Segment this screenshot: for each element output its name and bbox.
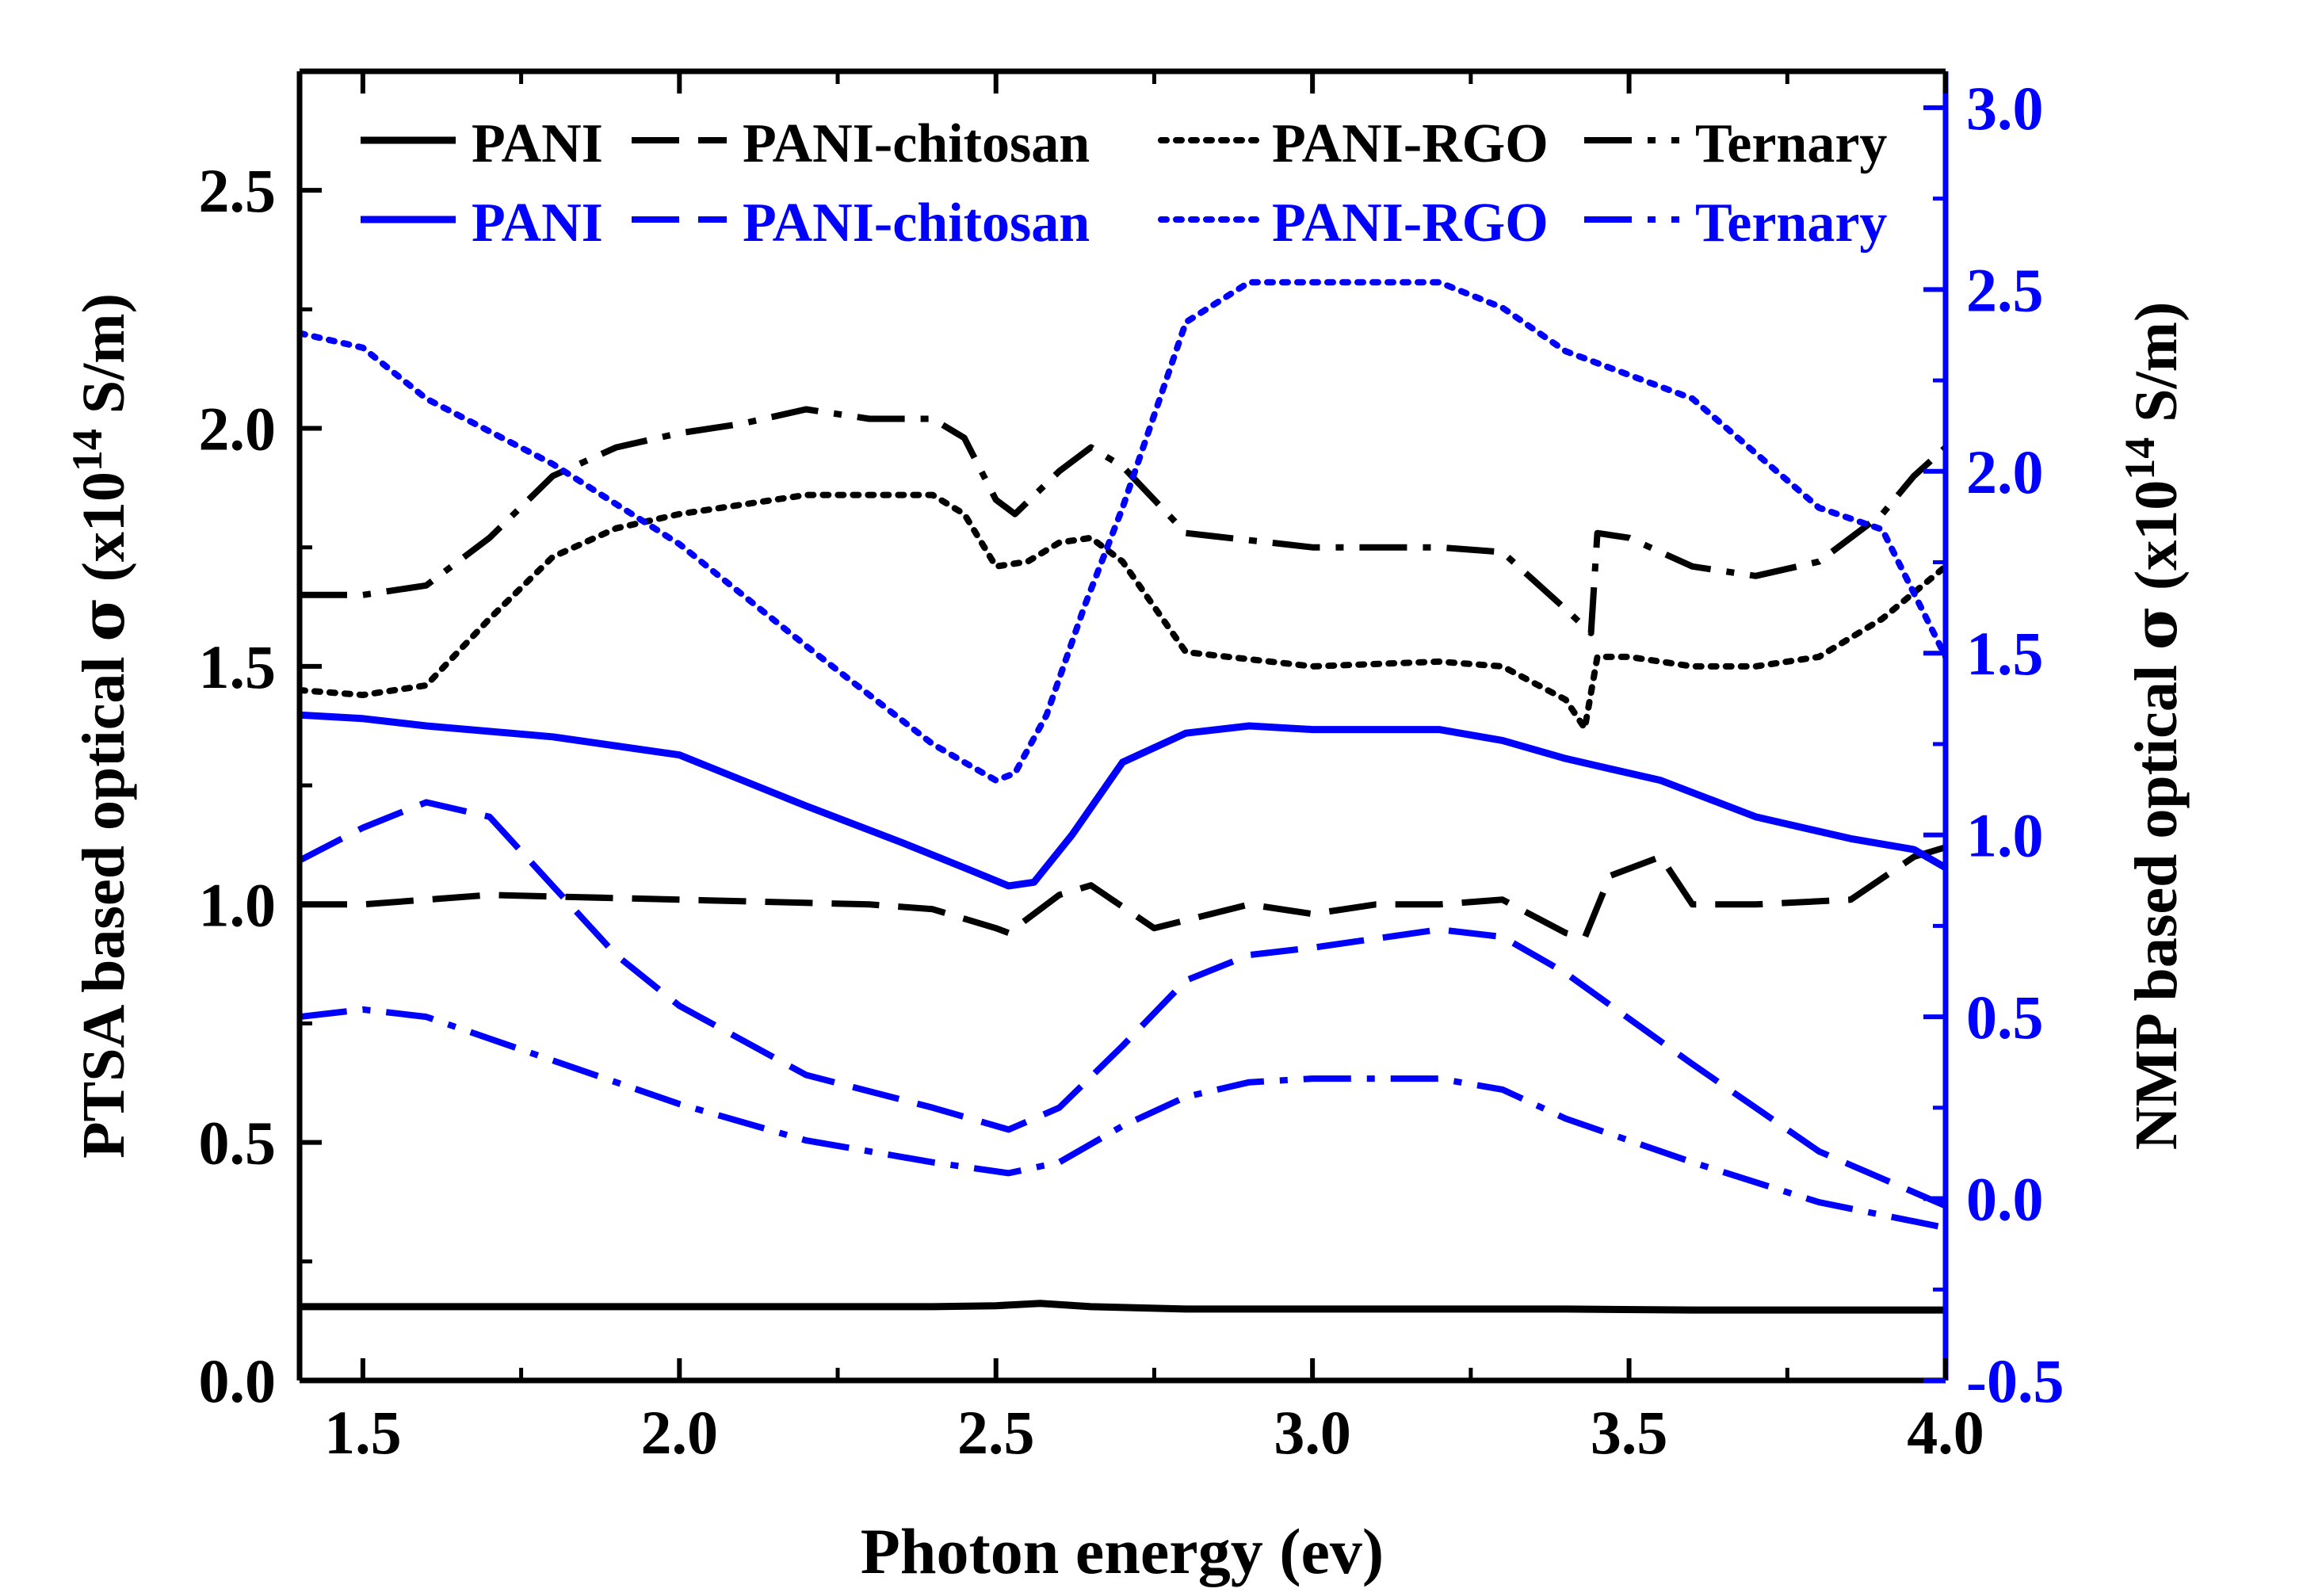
legend-label: PANI-RGO	[1272, 193, 1549, 254]
x-tick-label: 2.5	[957, 1398, 1035, 1467]
y-left-tick-label: 0.5	[199, 1109, 277, 1178]
y-right-tick-label: 0.5	[1966, 983, 2044, 1052]
series-layer	[300, 279, 1946, 1314]
legend-label: PANI	[472, 193, 603, 254]
y-right-tick-label: 2.5	[1966, 255, 2044, 324]
y-axis-label-left: PTSA based optical σ (x1014 S/m)	[63, 293, 138, 1159]
series-right-pani-chitosan	[300, 799, 1946, 1209]
y-axis-label-right: NMP based optical σ (x1014 S/m)	[2116, 302, 2190, 1151]
y-right-label-sigma: σ	[2120, 605, 2190, 650]
y-right-label-exponent: 14	[2116, 437, 2164, 480]
y-right-tick-label: 3.0	[1966, 74, 2044, 143]
y-left-label-unit: (x10	[71, 472, 137, 597]
series-left-pani	[300, 1300, 1946, 1314]
y-left-tick-label: 1.5	[199, 632, 277, 701]
y-left-label-suffix: S/m)	[71, 293, 137, 429]
legend-label: Ternary	[1695, 193, 1887, 254]
axes-layer: 1.5 2.0 2.5 3.0 3.5 4.0 0.0 0.5 1.0 1.5 2.0 2.5 -0.5…	[199, 68, 2064, 1467]
y-right-tick-label: -0.5	[1966, 1346, 2064, 1415]
y-right-tick-label: 0.0	[1966, 1165, 2044, 1234]
y-left-label-prefix: PTSA based optical	[71, 641, 137, 1158]
x-tick-label: 3.5	[1591, 1398, 1668, 1467]
y-left-tick-label: 2.0	[199, 395, 277, 464]
y-right-label-prefix: NMP based optical	[2123, 650, 2190, 1150]
y-right-tick-label: 1.5	[1966, 619, 2044, 688]
series-left-ternary	[300, 406, 1946, 636]
y-left-label-exponent: 14	[63, 429, 111, 472]
x-tick-label: 4.0	[1907, 1398, 1984, 1467]
y-left-tick-label: 0.0	[199, 1346, 277, 1415]
y-left-label-sigma: σ	[67, 597, 138, 641]
series-right-ternary	[300, 1006, 1946, 1231]
legend-label: PANI-RGO	[1272, 113, 1549, 174]
legend-label: PANI-chitosan	[743, 113, 1090, 174]
y-right-label-unit: (x10	[2123, 480, 2190, 605]
y-right-tick-label: 2.0	[1966, 437, 2044, 506]
x-axis-label: Photon energy (ev)	[861, 1515, 1384, 1587]
legend-label: PANI	[472, 113, 603, 174]
x-tick-label: 3.0	[1274, 1398, 1351, 1467]
series-left-pani-chitosan	[300, 844, 1946, 941]
series-right-pani	[300, 711, 1946, 890]
legend-label: PANI-chitosan	[743, 193, 1090, 254]
y-left-tick-label: 1.0	[199, 870, 277, 939]
x-tick-label: 2.0	[641, 1398, 719, 1467]
series-right-pani-rgo	[300, 279, 1946, 784]
y-left-tick-label: 2.5	[199, 156, 277, 225]
legend: PANI PANI-chitosan PANI-RGO Ternary PANI PANI…	[361, 113, 1887, 254]
series-left-pani-rgo	[300, 491, 1946, 731]
legend-label: Ternary	[1695, 113, 1887, 174]
y-right-label-suffix: S/m)	[2123, 302, 2190, 437]
x-tick-label: 1.5	[324, 1398, 402, 1467]
y-right-tick-label: 1.0	[1966, 801, 2044, 870]
